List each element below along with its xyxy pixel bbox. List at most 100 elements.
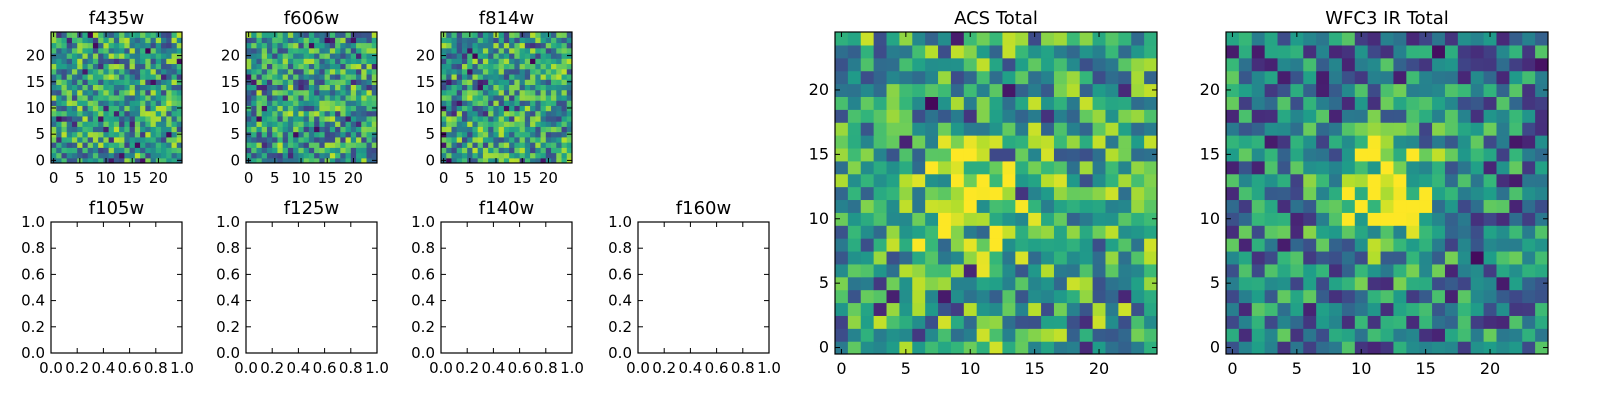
heatmap-cell [345,58,352,65]
heatmap-cell [56,89,63,96]
heatmap-cell [272,100,279,106]
heatmap-cell [493,110,500,117]
heatmap-cell [314,115,320,122]
heatmap-cell [56,157,63,163]
heatmap-cell [282,42,289,49]
heatmap-cell [1290,122,1304,136]
heatmap-cell [1303,199,1317,213]
heatmap-cell [1238,186,1253,201]
heatmap-cell [847,96,862,110]
heatmap-cell [129,52,136,59]
heatmap-cell [835,96,849,110]
heatmap-cell [963,160,978,175]
heatmap-cell [1457,302,1472,316]
heatmap-cell [1303,250,1317,265]
heatmap-cell [266,94,273,101]
heatmap-cell [361,79,368,85]
heatmap-cell [277,37,284,44]
heatmap-cell [530,152,536,159]
heatmap-cell [145,32,152,38]
heatmap-cell [345,126,352,133]
heatmap-cell [886,341,900,354]
heatmap-cell [145,42,152,49]
heatmap-cell [925,96,939,110]
heatmap-cell [545,79,552,85]
heatmap-cell [340,84,347,91]
heatmap-cell [329,79,336,85]
heatmap-cell [124,42,131,49]
heatmap-cell [477,152,484,159]
heatmap-cell [1277,57,1291,72]
heatmap-cell [1264,160,1279,175]
heatmap-cell [835,199,849,213]
heatmap-cell [246,68,252,75]
heatmap-cell [1053,32,1068,46]
heatmap-cell [340,100,347,106]
heatmap-cell [314,142,320,148]
heatmap-cell [134,136,141,143]
heatmap-cell [1522,160,1536,175]
heatmap-cell [1457,57,1472,72]
heatmap-cell [1290,250,1304,265]
heatmap-cell [1066,57,1081,72]
y-tick-label: 0.8 [608,239,632,257]
heatmap-cell [335,131,341,138]
heatmap-cell [886,173,900,188]
x-tick-label: 5 [465,169,475,187]
heatmap-cell [1406,238,1420,252]
heatmap-cell [1367,199,1382,213]
heatmap-cell [482,121,489,127]
heatmap-cell [1118,122,1132,136]
heatmap-cell [1535,341,1548,354]
heatmap-cell [503,52,510,59]
heatmap-cell [345,94,352,101]
heatmap-cell [519,126,526,133]
y-tick-label: 5 [35,125,45,143]
heatmap-cell [66,147,73,154]
heatmap-cell [1002,57,1016,72]
heatmap-cell [1118,263,1132,278]
heatmap-cell [989,70,1004,85]
heatmap-cell [335,37,341,44]
y-tick-label: 20 [416,47,435,65]
heatmap-cell [1329,212,1343,226]
heatmap-cell [51,115,57,122]
heatmap-cell [256,58,263,65]
heatmap-cell [963,315,978,329]
heatmap-cell [324,115,331,122]
heatmap-cell [108,110,115,117]
heatmap-cell [145,63,152,70]
heatmap-cell [103,110,110,117]
heatmap-cell [1238,250,1253,265]
heatmap-cell [498,100,505,106]
heatmap-cell [847,238,862,252]
heatmap-cell [556,89,563,96]
heatmap-cell [1015,109,1029,123]
heatmap-cell [92,100,99,106]
heatmap-cell [87,94,94,101]
heatmap-cell [1226,341,1240,354]
heatmap-cell [1316,109,1330,123]
heatmap-cell [251,131,258,138]
heatmap-cell [155,110,162,117]
heatmap-cell [308,37,315,44]
heatmap-cell [1053,44,1068,59]
heatmap-cell [1380,328,1395,342]
heatmap-cell [134,157,141,163]
heatmap-cell [71,105,78,112]
heatmap-cell [371,58,377,65]
heatmap-cell [1092,186,1107,201]
heatmap-cell [366,126,373,133]
heatmap-cell [272,63,279,70]
heatmap-cell [498,147,505,154]
heatmap-cell [1303,212,1317,226]
heatmap-cell [1144,276,1157,291]
axes-background [51,222,182,353]
heatmap-cell [256,105,263,112]
heatmap-cell [873,173,888,188]
heatmap-cell [1303,44,1317,59]
heatmap-cell [66,58,73,65]
heatmap-cell [1406,173,1420,188]
heatmap-cell [92,110,99,117]
heatmap-cell [976,109,991,123]
